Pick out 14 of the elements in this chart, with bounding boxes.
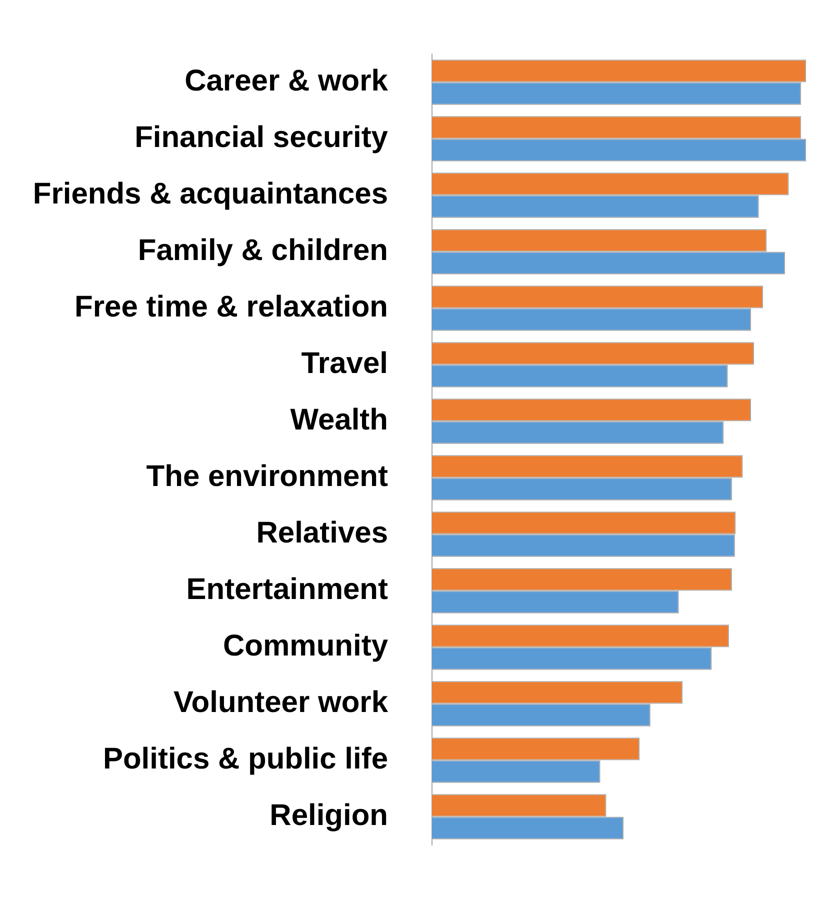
- y-tick-label: Free time & relaxation: [74, 290, 388, 324]
- y-tick-label: Wealth: [290, 404, 388, 437]
- y-tick-label: Relatives: [256, 516, 388, 550]
- y-tick-label: Community: [223, 630, 388, 663]
- y-tick-label: Religion: [270, 799, 388, 832]
- y-tick-label: The environment: [146, 460, 388, 494]
- y-tick-label: Volunteer work: [174, 686, 388, 720]
- y-tick-label: Friends & acquaintances: [32, 178, 388, 211]
- y-tick-label: Financial security: [134, 121, 388, 154]
- y-tick-label: Career & work: [184, 64, 388, 98]
- y-tick-label: Politics & public life: [102, 742, 388, 776]
- y-tick-label: Entertainment: [186, 573, 388, 606]
- y-tick-label: Travel: [301, 347, 388, 380]
- y-tick-label: Family & children: [138, 234, 388, 268]
